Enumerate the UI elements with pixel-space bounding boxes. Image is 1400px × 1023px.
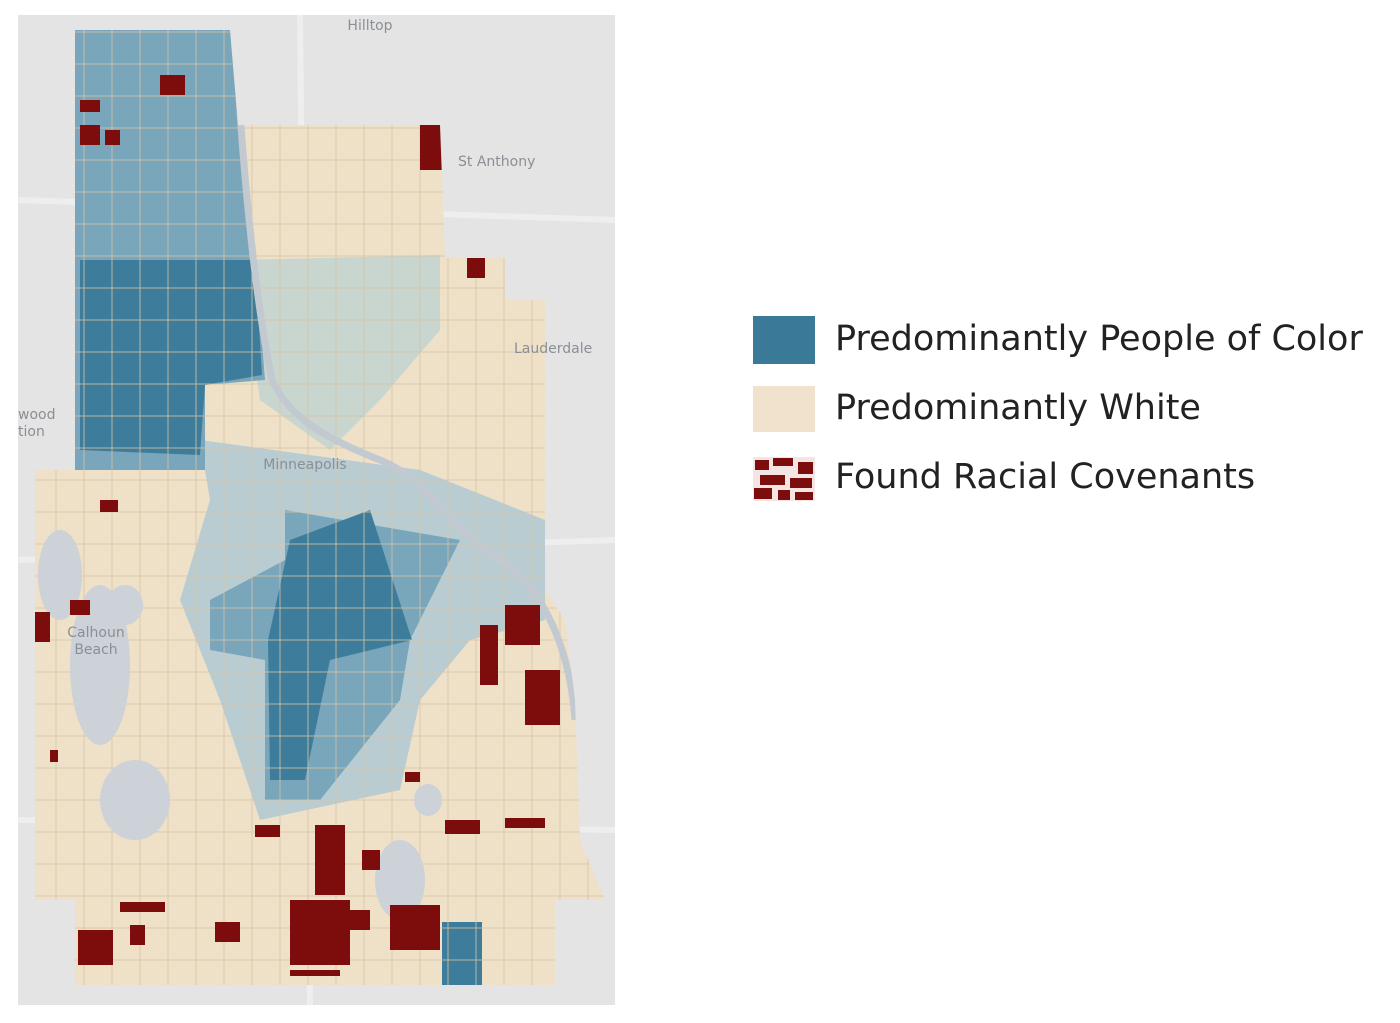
covenants (35, 75, 560, 976)
covenants-part (290, 970, 340, 976)
legend-swatch-part (798, 462, 813, 474)
covenants-part (315, 825, 345, 895)
legend-label: Found Racial Covenants (835, 457, 1255, 497)
river (232, 30, 579, 721)
covenants-part (35, 612, 50, 642)
covenants-part (70, 600, 90, 615)
lakes-part (100, 760, 170, 840)
city (35, 30, 605, 985)
legend-swatch-part (760, 475, 785, 485)
lakes (38, 530, 442, 920)
place-label: Minneapolis (263, 457, 346, 473)
covenants-part (255, 825, 280, 837)
covenants-part (80, 100, 100, 112)
covenants-part (362, 850, 380, 870)
place-label: Hilltop (347, 18, 392, 34)
lakes-part (414, 784, 442, 816)
legend-label: Predominantly White (835, 388, 1201, 428)
covenants-part (130, 925, 145, 945)
covenants-part (290, 900, 350, 965)
covenants-part (390, 905, 440, 950)
covenants-part (405, 772, 420, 782)
legend-swatch-part (773, 458, 793, 466)
covenants-part (480, 625, 498, 685)
covenants-part (445, 820, 480, 834)
legend-swatch-part (778, 490, 790, 500)
covenants-part (215, 922, 240, 942)
legend-swatch-part (755, 460, 769, 470)
place-label: Calhoun (67, 625, 124, 641)
legend: Predominantly People of Color Predominan… (753, 316, 1363, 501)
legend-swatch-part (790, 478, 812, 488)
lakes-part (375, 840, 425, 920)
legend-swatch-part (754, 488, 772, 499)
covenants-part (105, 130, 120, 145)
legend-swatch (753, 457, 815, 501)
covenants-part (350, 910, 370, 930)
place-label: St Anthony (458, 154, 535, 170)
legend-label: Predominantly People of Color (835, 319, 1363, 359)
place-label: Lauderdale (514, 341, 592, 357)
place-label: wood (18, 407, 55, 423)
covenants-part (505, 818, 545, 828)
covenants-part (120, 902, 165, 912)
lakes-part (70, 585, 130, 745)
covenants-part (505, 605, 540, 645)
place-label: tion (18, 424, 45, 440)
legend-swatch (753, 386, 815, 432)
covenants-part (50, 750, 58, 762)
place-label: Beach (74, 642, 117, 658)
covenants-part (160, 75, 185, 95)
covenants-part (78, 930, 113, 965)
covenants-part (100, 500, 118, 512)
covenants-part (467, 258, 485, 278)
covenants-part (525, 670, 560, 725)
lakes-part (38, 530, 82, 620)
legend-swatch (753, 316, 815, 364)
lakes-part (107, 585, 143, 625)
covenants-part (80, 125, 100, 145)
legend-swatch-part (795, 492, 813, 500)
